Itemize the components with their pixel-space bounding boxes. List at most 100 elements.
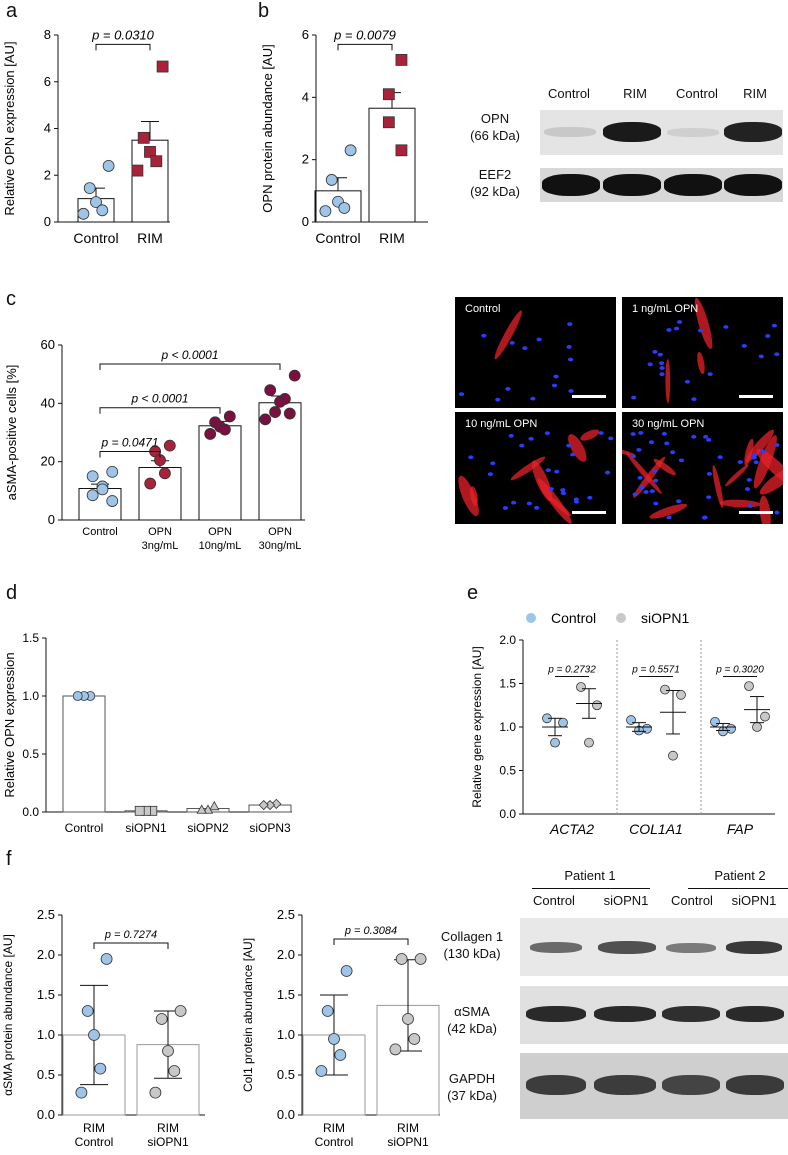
nucleus	[458, 392, 465, 397]
data-point	[584, 737, 594, 748]
y-axis-label: Relative OPN expression	[2, 652, 17, 797]
p-value-label: p < 0.0001	[160, 348, 218, 362]
y-tick-label: 1.0	[499, 720, 516, 734]
nucleus	[760, 449, 766, 454]
nucleus	[657, 352, 663, 357]
blot-f-row-asma-name: αSMA	[454, 1004, 490, 1019]
data-point	[382, 88, 395, 101]
x-tick-label: RIM	[157, 1121, 179, 1135]
blot-b-eef2-band-1	[542, 174, 600, 196]
data-point	[144, 145, 156, 158]
data-point	[334, 1049, 347, 1061]
data-point	[209, 800, 220, 811]
nucleus	[534, 505, 540, 510]
y-tick-label: 2.0	[277, 947, 295, 962]
x-tick-label: OPN	[268, 526, 292, 538]
nucleus	[648, 440, 655, 445]
nucleus	[670, 450, 676, 455]
x-tick-label: 30ng/mL	[259, 540, 302, 552]
nucleus	[554, 469, 560, 474]
nucleus	[544, 431, 551, 436]
x-tick-label: Control	[75, 1135, 114, 1149]
nucleus	[652, 468, 658, 473]
blot-f-row-gapdh-label: GAPDH (37 kDa)	[432, 1070, 512, 1104]
data-point	[271, 798, 282, 809]
blot-b-eef2-band-3	[664, 174, 722, 196]
y-tick-label: 0.5	[22, 747, 39, 761]
data-point	[414, 953, 427, 965]
nucleus	[604, 470, 611, 475]
data-point	[269, 406, 282, 418]
scale-bar	[739, 511, 773, 514]
blot-b-lane-3: Control	[676, 86, 718, 101]
x-tick-label: siOPN1	[147, 1135, 189, 1149]
blot-b-opn-band-1	[544, 127, 596, 137]
blot-f-col1-band-1	[530, 942, 582, 953]
x-tick-label: FAP	[727, 821, 754, 837]
x-tick-label: siOPN1	[125, 821, 167, 835]
data-point	[710, 716, 720, 727]
nucleus	[502, 506, 509, 510]
nucleus	[717, 455, 723, 460]
chart-f1: 0.0 0.5 1.0 1.5 2.0 2.5 αSMA protein abundance…	[1, 907, 205, 1149]
data-point	[576, 682, 586, 692]
data-point	[558, 717, 568, 728]
nucleus	[703, 434, 709, 439]
nucleus	[765, 334, 771, 338]
nucleus	[706, 495, 712, 500]
nucleus	[643, 490, 649, 494]
nucleus	[647, 362, 653, 367]
blot-b-eef2-band-4	[724, 174, 782, 196]
nucleus	[753, 460, 759, 465]
significance-bracket	[99, 407, 221, 414]
data-point	[660, 684, 670, 695]
y-tick-label: 0	[44, 214, 51, 229]
legend-label-control: Control	[551, 610, 596, 626]
legend-label-siopn1: siOPN1	[641, 610, 689, 626]
x-tick-label: ACTA2	[549, 821, 594, 837]
blot-f-row-col1-name: Collagen 1	[440, 929, 504, 944]
p-value-label: p = 0.0310	[91, 27, 155, 42]
nucleus	[630, 454, 637, 459]
nucleus	[566, 443, 572, 448]
data-point	[340, 965, 353, 977]
nucleus	[637, 476, 643, 480]
blot-b-eef2-band-2	[603, 174, 661, 196]
y-tick-label: 2.5	[277, 907, 295, 922]
nucleus	[774, 443, 780, 447]
blot-f-gapdh-band-2	[594, 1075, 656, 1095]
nucleus	[751, 455, 757, 460]
nucleus	[487, 472, 493, 477]
data-point	[155, 1013, 168, 1025]
data-point	[402, 1013, 414, 1025]
data-point	[174, 1005, 187, 1017]
scale-bar	[572, 395, 606, 398]
data-point	[760, 711, 770, 722]
nucleus	[545, 468, 551, 473]
scale-bar	[572, 511, 606, 514]
blot-b-row-opn-name: OPN	[480, 111, 510, 126]
data-point	[223, 410, 236, 423]
data-point	[77, 207, 90, 220]
micrograph-10ng-label: 10 ng/mL OPN	[465, 418, 538, 430]
significance-bracket	[95, 43, 151, 51]
x-tick-label: RIM	[137, 230, 163, 246]
nucleus	[560, 491, 567, 496]
blot-b-opn-strip	[540, 110, 783, 155]
blot-f-col1-band-3	[666, 943, 716, 953]
micrograph-10ng: 10 ng/mL OPN	[455, 412, 616, 524]
fibroblast-shape	[712, 464, 724, 509]
blot-f-lane-2: siOPN1	[603, 893, 649, 908]
blot-b-row-opn-kda: (66 kDa)	[470, 128, 520, 143]
blot-f-gapdh-band-4	[726, 1075, 784, 1095]
data-point	[144, 477, 157, 490]
blot-f-patient-2: Patient 2	[714, 868, 766, 883]
nucleus	[570, 452, 576, 457]
blot-f-lane-4: siOPN1	[731, 893, 777, 908]
blot-b-opn-band-3	[667, 128, 719, 137]
y-tick-label: 0	[48, 512, 55, 527]
data-point	[100, 953, 113, 965]
legend-marker-control	[526, 613, 536, 623]
x-tick-label: RIM	[323, 1121, 345, 1135]
data-point	[158, 467, 171, 480]
